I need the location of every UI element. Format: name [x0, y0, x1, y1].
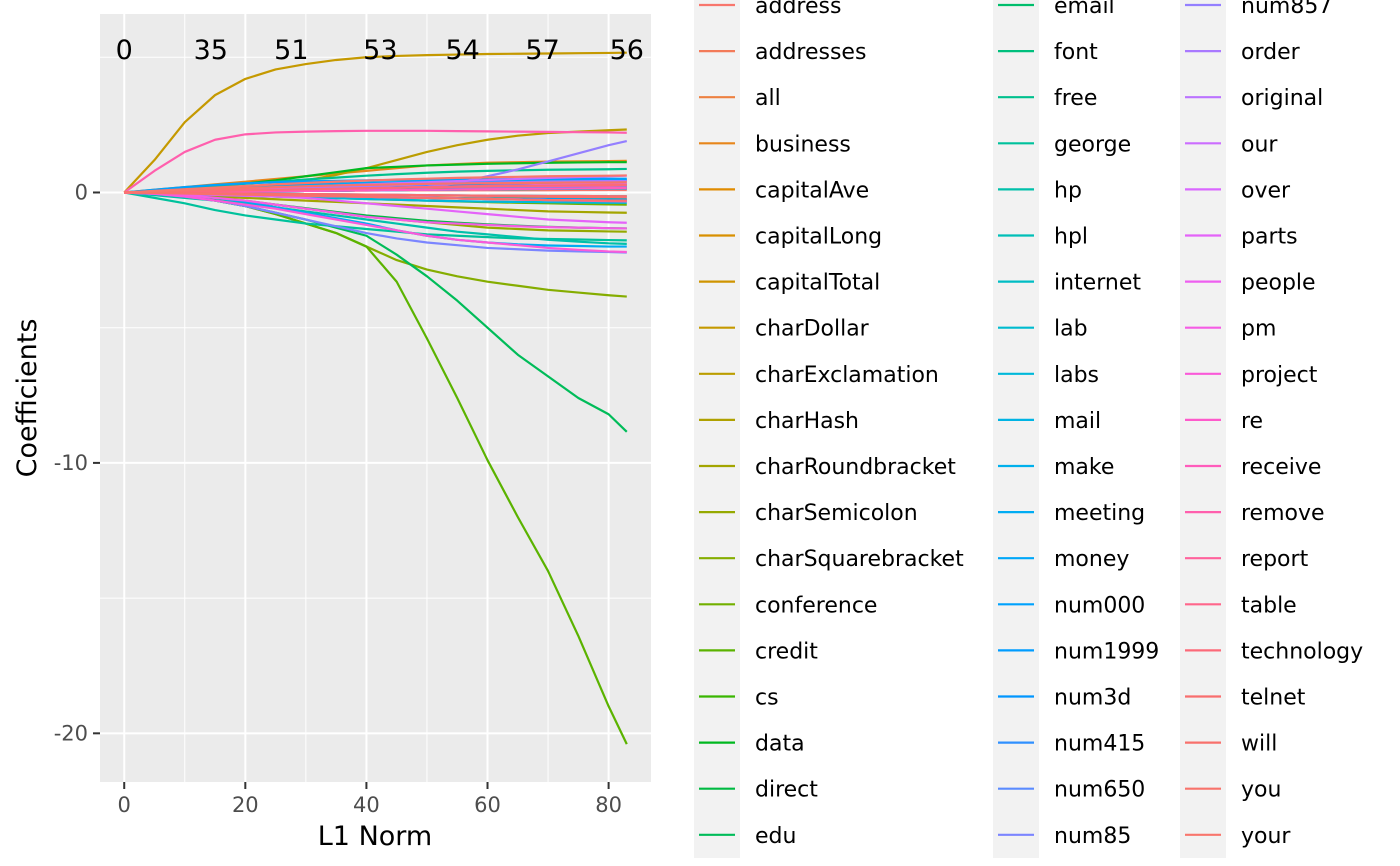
x-tick-label: 80	[595, 793, 622, 817]
legend-label-charDollar: charDollar	[755, 317, 870, 342]
series-line-project	[124, 191, 627, 254]
legend-label-num85: num85	[1054, 824, 1131, 849]
legend-label-labs: labs	[1054, 363, 1099, 388]
top-axis-label: 53	[363, 35, 397, 66]
x-tick-label: 60	[474, 793, 501, 817]
legend-label-num3d: num3d	[1054, 686, 1131, 711]
legend-label-cs: cs	[755, 686, 779, 711]
y-axis: 0 -10 -20	[54, 180, 100, 745]
y-axis-title: Coefficients	[12, 319, 43, 478]
legend-label-capitalAve: capitalAve	[755, 178, 869, 203]
legend-label-parts: parts	[1241, 225, 1298, 250]
legend-label-report: report	[1241, 547, 1309, 572]
y-tick-label: -10	[54, 451, 88, 475]
series-line-you	[124, 181, 627, 194]
legend-label-free: free	[1054, 86, 1097, 111]
panel-background	[100, 14, 651, 782]
series-line-charDollar	[123, 51, 627, 194]
legend-label-charRoundbracket: charRoundbracket	[755, 455, 956, 480]
legend-label-edu: edu	[755, 824, 796, 849]
legend-label-email: email	[1054, 0, 1115, 19]
legend-label-business: business	[755, 132, 851, 157]
legend-label-george: george	[1054, 132, 1131, 157]
legend-label-remove: remove	[1241, 501, 1325, 526]
series-line-pm	[124, 191, 627, 230]
legend-label-charSquarebracket: charSquarebracket	[755, 547, 964, 572]
y-tick-label: -20	[54, 721, 88, 745]
legend-label-num415: num415	[1054, 732, 1145, 757]
legend-key-column	[993, 0, 1039, 858]
legend-label-lab: lab	[1054, 317, 1088, 342]
legend-label-project: project	[1241, 363, 1318, 388]
legend-label-conference: conference	[755, 593, 877, 618]
legend-label-num857: num857	[1241, 0, 1332, 19]
legend-label-num650: num650	[1054, 778, 1145, 803]
legend-label-your: your	[1241, 824, 1291, 849]
legend-label-receive: receive	[1241, 455, 1321, 480]
y-tick-label: 0	[75, 180, 88, 204]
x-tick-label: 20	[232, 793, 259, 817]
legend-label-font: font	[1054, 40, 1098, 65]
legend-label-telnet: telnet	[1241, 686, 1306, 711]
legend-label-make: make	[1054, 455, 1114, 480]
legend-label-charExclamation: charExclamation	[755, 363, 939, 388]
legend-label-people: people	[1241, 271, 1316, 296]
legend-label-over: over	[1241, 178, 1291, 203]
legend-label-direct: direct	[755, 778, 818, 803]
x-axis: 0 20 40 60 80	[118, 782, 622, 817]
legend-label-capitalTotal: capitalTotal	[755, 271, 880, 296]
legend-label-charSemicolon: charSemicolon	[755, 501, 918, 526]
legend-label-data: data	[755, 732, 805, 757]
series-line-your	[124, 174, 627, 194]
x-tick-label: 0	[118, 793, 131, 817]
grid-lines	[100, 14, 651, 782]
top-axis-label: 56	[610, 35, 644, 66]
legend-label-address: address	[755, 0, 841, 19]
top-axis-label: 51	[274, 35, 308, 66]
legend-label-mail: mail	[1054, 409, 1101, 434]
series-line-technology	[124, 183, 627, 194]
legend-label-you: you	[1241, 778, 1281, 803]
legend-label-pm: pm	[1241, 317, 1276, 342]
legend-key-column	[694, 0, 740, 858]
legend: address addresses all business capitalAve cap…	[694, 0, 1363, 858]
x-axis-title: L1 Norm	[318, 821, 432, 852]
top-axis-label: 35	[194, 35, 228, 66]
legend-label-addresses: addresses	[755, 40, 866, 65]
top-axis-labels: 0 35 51 53 54 57 56	[116, 35, 644, 66]
legend-label-money: money	[1054, 547, 1129, 572]
series-line-remove	[123, 129, 627, 194]
x-tick-label: 40	[353, 793, 380, 817]
top-axis-label: 57	[525, 35, 559, 66]
series-line-will	[124, 191, 627, 202]
legend-key-column	[1180, 0, 1226, 858]
legend-label-technology: technology	[1241, 639, 1363, 664]
legend-label-re: re	[1241, 409, 1263, 434]
legend-label-order: order	[1241, 40, 1301, 65]
legend-label-num000: num000	[1054, 593, 1145, 618]
legend-label-hpl: hpl	[1054, 225, 1088, 250]
top-axis-label: 0	[116, 35, 133, 66]
series-lines	[123, 51, 628, 745]
top-axis-label: 54	[446, 35, 480, 66]
legend-label-charHash: charHash	[755, 409, 859, 434]
legend-label-credit: credit	[755, 639, 818, 664]
legend-label-capitalLong: capitalLong	[755, 225, 882, 250]
legend-label-our: our	[1241, 132, 1278, 157]
legend-label-will: will	[1241, 732, 1277, 757]
legend-label-hp: hp	[1054, 178, 1082, 203]
legend-label-table: table	[1241, 593, 1297, 618]
legend-label-original: original	[1241, 86, 1323, 111]
legend-label-all: all	[755, 86, 781, 111]
legend-label-num1999: num1999	[1054, 639, 1159, 664]
legend-label-internet: internet	[1054, 271, 1141, 296]
legend-label-meeting: meeting	[1054, 501, 1145, 526]
